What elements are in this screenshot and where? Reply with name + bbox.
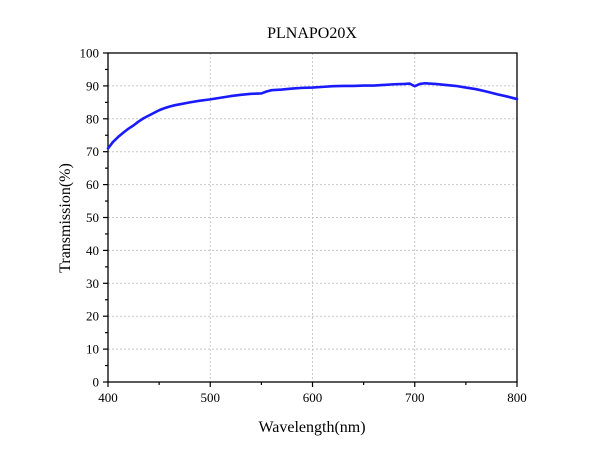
x-tick-label: 600 xyxy=(303,390,323,405)
transmission-series-line xyxy=(106,81,519,150)
y-tick-label: 20 xyxy=(86,309,99,324)
x-axis-label: Wavelength(nm) xyxy=(258,419,365,436)
y-tick-label: 40 xyxy=(86,243,99,258)
grid-layer xyxy=(108,53,517,382)
y-tick-label: 70 xyxy=(86,144,99,159)
y-tick-label: 60 xyxy=(86,177,99,192)
y-tick-label: 50 xyxy=(86,210,99,225)
y-tick-label: 100 xyxy=(80,46,100,61)
tick-layer: 400 500 600 700 800 0 10 20 30 40 50 60 70 80 90 100 xyxy=(80,46,527,406)
x-tick-label: 800 xyxy=(507,390,527,405)
y-tick-label: 80 xyxy=(86,111,99,126)
chart-title: PLNAPO20X xyxy=(267,25,357,42)
x-tick-label: 400 xyxy=(98,390,118,405)
x-tick-label: 500 xyxy=(201,390,221,405)
y-tick-label: 90 xyxy=(86,78,99,93)
y-tick-label: 30 xyxy=(86,276,99,291)
y-tick-label: 0 xyxy=(93,375,100,390)
y-tick-label: 10 xyxy=(86,342,99,357)
x-tick-label: 700 xyxy=(405,390,425,405)
y-axis-label: Transmission(%) xyxy=(57,163,74,273)
